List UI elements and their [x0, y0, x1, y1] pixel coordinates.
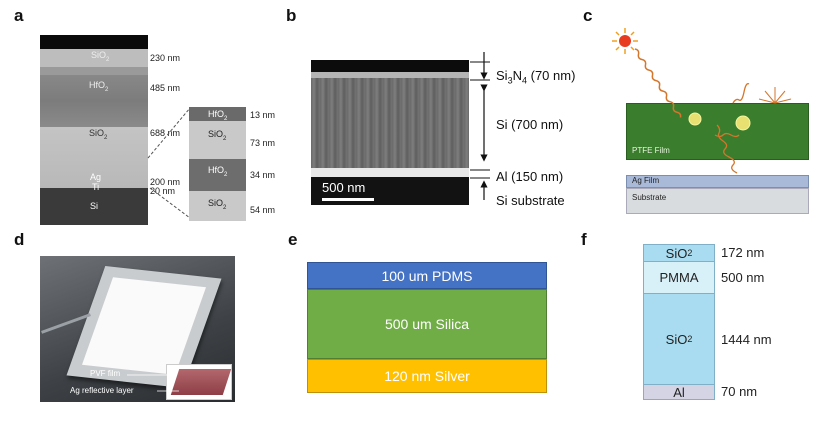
panel-b-label-si-substrate: Si substrate — [496, 193, 565, 208]
panel-e-layer-silica: 500 um Silica — [307, 289, 547, 359]
panel-a-substrate — [40, 188, 148, 225]
panel-a-thick-3: 200 nm — [150, 177, 181, 187]
panel-c-ag-label: Ag Film — [632, 176, 660, 185]
panel-a-zoom-sio2-1: SiO2 — [208, 129, 227, 142]
panel-b-label-si: Si (700 nm) — [496, 117, 564, 132]
panel-b-sem-image — [311, 60, 469, 205]
panel-label-b: b — [286, 6, 297, 25]
panel-a-zoom-stack — [189, 107, 246, 221]
panel-a-zoom-lines — [147, 107, 191, 219]
panel-c-ptfe-film — [626, 103, 809, 160]
panel-a-zoom-thick-3: 54 nm — [250, 205, 276, 215]
panel-b-arrows — [470, 52, 490, 200]
panel-label-a: a — [14, 6, 24, 25]
panel-a-zoom-hfo2-1: HfO2 — [208, 109, 228, 122]
panel-a-zoom-thick-0: 13 nm — [250, 110, 276, 120]
panel-f-layer-al: Al — [644, 385, 714, 400]
panel-label-c: c — [583, 6, 593, 25]
panel-f-stack: SiO 2 PMMA SiO 2 Al — [643, 244, 715, 400]
panel-b-label-si3n4: Si3N4 (70 nm) — [496, 68, 576, 86]
panel-a-zoom-thick-2: 34 nm — [250, 170, 276, 180]
panel-d-inset-ag-label: Ag reflective layer — [70, 386, 134, 395]
panel-d-inset-pointers — [127, 374, 179, 392]
panel-b-scale-bar — [322, 198, 374, 201]
panel-a-thick-2: 688 nm — [150, 128, 181, 138]
panel-f-layer-sio2-top: SiO 2 — [644, 245, 714, 262]
panel-label-f: f — [581, 230, 587, 249]
panel-a-layer-hfo2: HfO2 — [89, 80, 109, 93]
panel-label-d: d — [14, 230, 25, 249]
panel-a-thick-0: 230 nm — [150, 53, 181, 63]
panel-a-layer-sio2-top: SiO2 — [91, 50, 110, 63]
panel-a-layer-ti: Ti — [92, 182, 100, 192]
panel-f-thick-1: 500 nm — [721, 270, 765, 285]
panel-f-layer-pmma: PMMA — [644, 262, 714, 294]
panel-a-thick-4: 20 nm — [150, 186, 176, 196]
panel-c-ptfe-label: PTFE Film — [632, 146, 670, 155]
panel-d-inset-pvf-label: PVF film — [90, 369, 121, 378]
panel-e-stack: 100 um PDMS 500 um Silica 120 nm Silver — [307, 262, 547, 393]
panel-c-ag-film — [626, 175, 809, 188]
panel-e-layer-silver: 120 nm Silver — [307, 359, 547, 393]
panel-a-layer-sio2-mid: SiO2 — [89, 128, 108, 141]
panel-c-substrate — [626, 188, 809, 214]
panel-a-zoom-hfo2-2: HfO2 — [208, 165, 228, 178]
panel-f-layer-sio2-main: SiO 2 — [644, 294, 714, 385]
sun-icon — [612, 28, 638, 54]
panel-a-layer-si: Si — [90, 201, 99, 211]
panel-b-scale-label: 500 nm — [322, 180, 366, 195]
panel-e-layer-pdms: 100 um PDMS — [307, 262, 547, 289]
panel-label-e: e — [288, 230, 298, 249]
panel-f-thick-0: 172 nm — [721, 245, 765, 260]
panel-f-thick-3: 70 nm — [721, 384, 758, 399]
panel-d-inset — [166, 364, 232, 400]
panel-c-illustration — [612, 28, 792, 174]
particle-icon — [688, 112, 751, 131]
panel-a-layer-ag: Ag — [90, 172, 102, 182]
panel-b-label-al: Al (150 nm) — [496, 169, 564, 184]
panel-a-thick-1: 485 nm — [150, 83, 181, 93]
panel-f-thick-2: 1444 nm — [721, 332, 772, 347]
panel-c-substrate-label: Substrate — [632, 193, 667, 202]
panel-a-zoom-thick-1: 73 nm — [250, 138, 276, 148]
panel-a-zoom-sio2-2: SiO2 — [208, 198, 227, 211]
